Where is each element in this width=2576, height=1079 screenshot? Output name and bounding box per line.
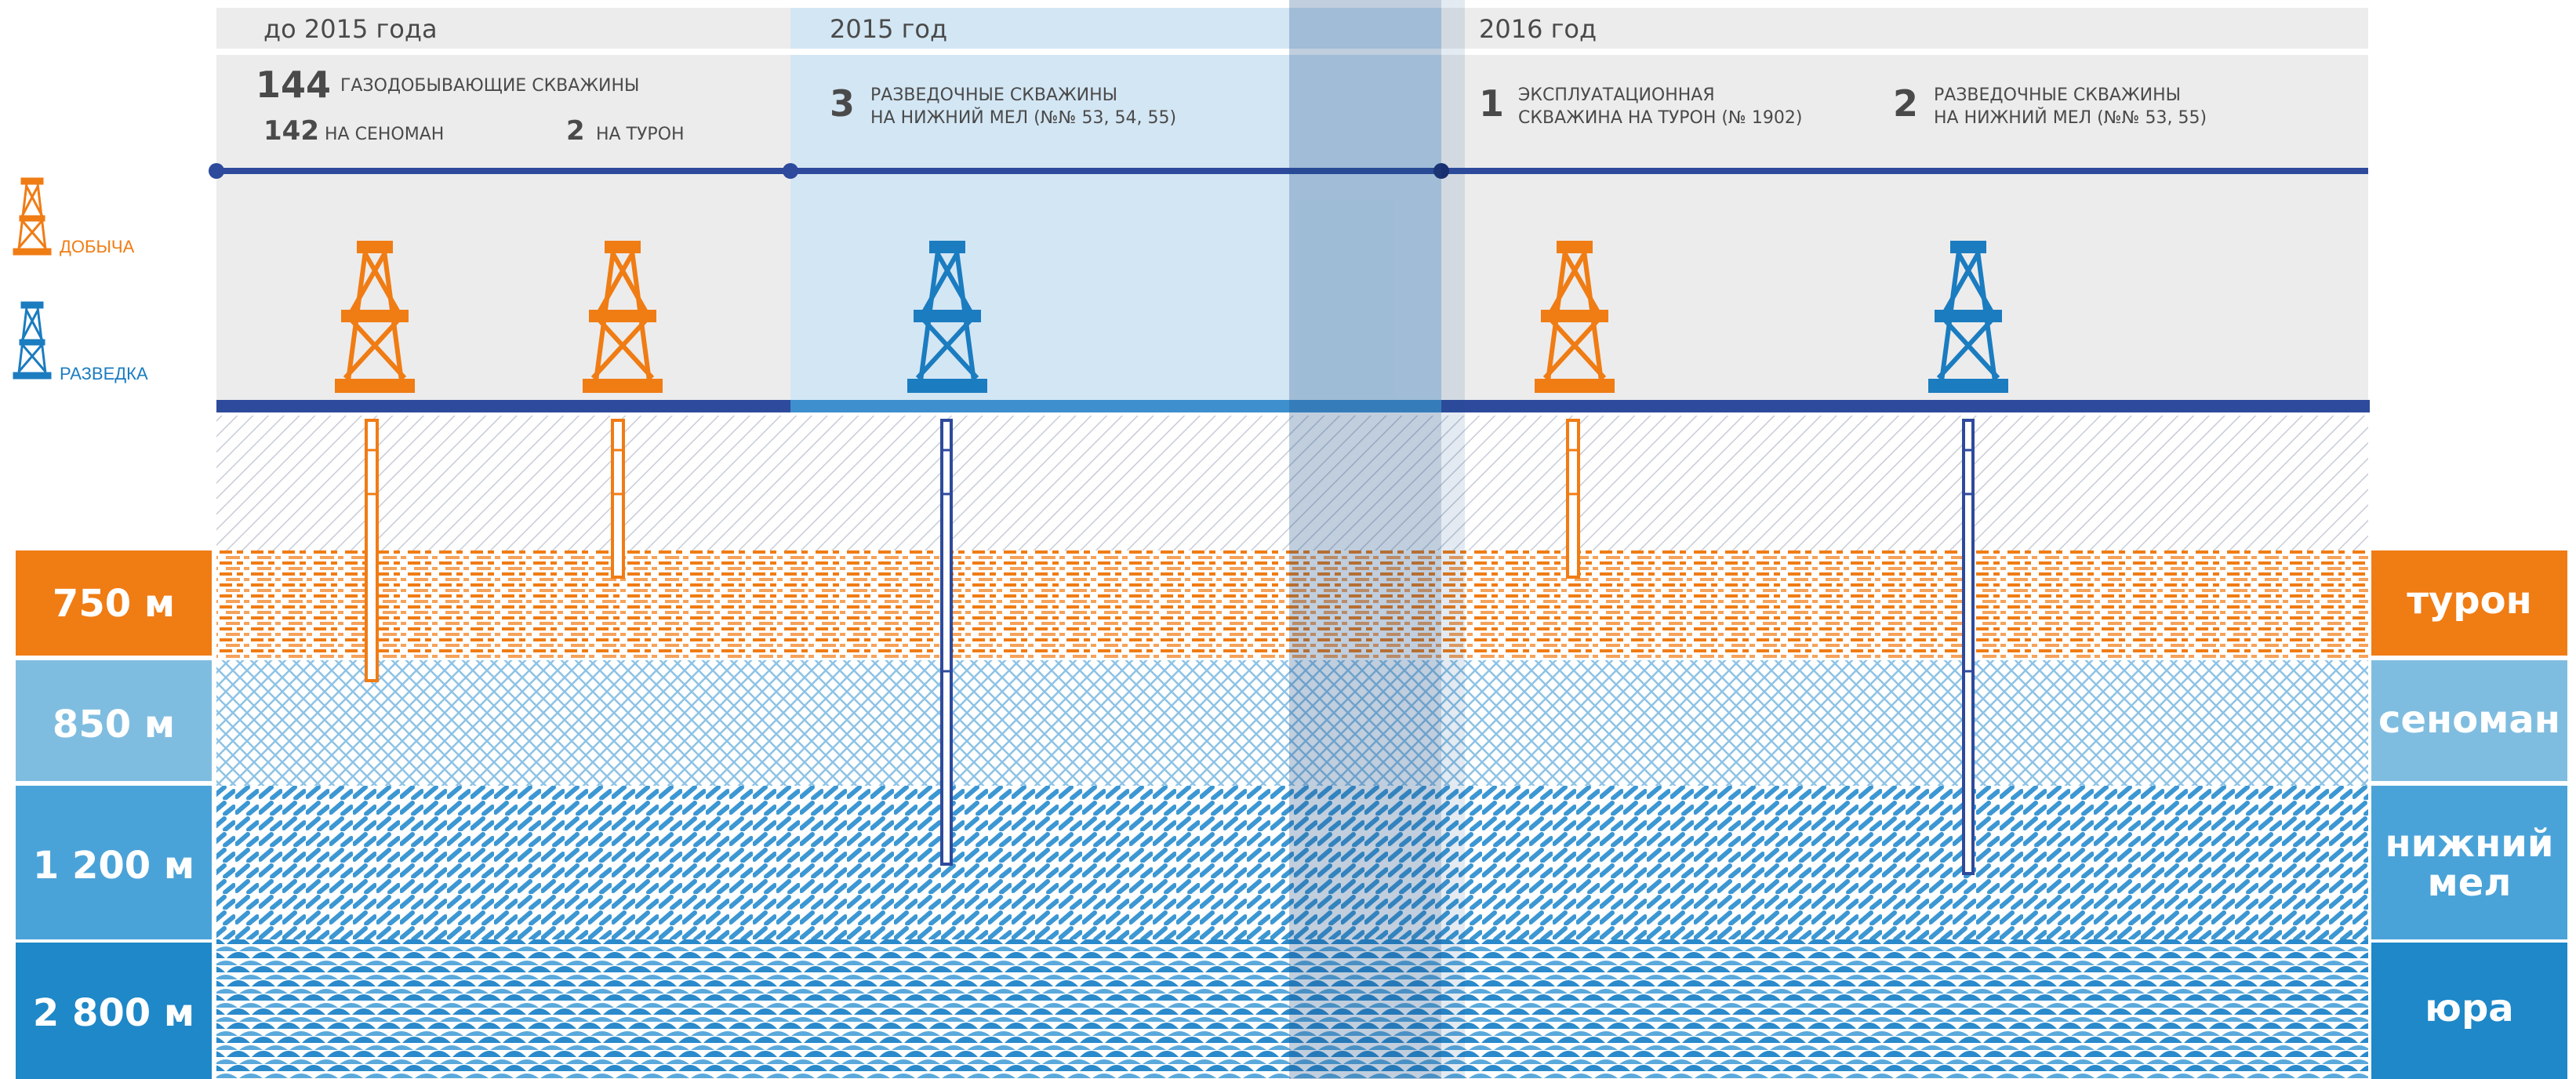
stat-cenoman-label: НА СЕНОМАН — [325, 125, 444, 144]
layer-name-box-cenoman — [2371, 660, 2567, 781]
period-label-2016: 2016 год — [1479, 14, 1597, 44]
stat-turon-num: 2 — [566, 115, 585, 147]
well-shaft — [1962, 419, 1975, 875]
header-panel-pre2015 — [216, 8, 790, 400]
depth-label-nizhny-mel: 1 200 м — [33, 844, 194, 888]
legend-exploration-rig-icon — [13, 301, 52, 380]
stat-2016b-num: 2 — [1893, 82, 1918, 125]
period-label-pre2015: до 2015 года — [263, 14, 438, 44]
legend-production-rig-icon — [13, 177, 52, 256]
timeline-dot-pre2015 — [209, 163, 224, 179]
layer-name-turon: турон — [2407, 579, 2532, 623]
period-label-2015: 2015 год — [830, 14, 947, 44]
depth-box-nizhny-mel — [16, 786, 212, 939]
well-3 — [907, 241, 987, 866]
well-2 — [583, 241, 663, 579]
depth-label-yura: 2 800 м — [33, 991, 194, 1035]
stat-2016a-line1: ЭКСПЛУАТАЦИОННАЯ — [1518, 85, 1715, 105]
layer-name-cenoman: сеноман — [2378, 698, 2560, 742]
legend-exploration-label: РАЗВЕДКА — [60, 364, 148, 383]
layer-name-box-yura — [2371, 943, 2567, 1079]
layer-name-box-nizhny-mel — [2371, 786, 2567, 939]
drilling-rig-icon — [583, 241, 663, 393]
well-shaft — [611, 419, 625, 579]
stat-2016a-line2: СКВАЖИНА НА ТУРОН (№ 1902) — [1518, 108, 1802, 128]
stat-turon-label: НА ТУРОН — [596, 125, 685, 144]
stat-total-label: ГАЗОДОБЫВАЮЩИЕ СКВАЖИНЫ — [340, 76, 639, 96]
stat-2015-line2: НА НИЖНИЙ МЕЛ (№№ 53, 54, 55) — [870, 107, 1176, 128]
depth-label-cenoman: 850 м — [53, 703, 175, 747]
well-1 — [335, 241, 415, 682]
well-5 — [1928, 241, 2008, 875]
legend: ДОБЫЧА РАЗВЕДКА — [13, 177, 148, 383]
depth-box-turon — [16, 550, 212, 656]
well-shaft — [1566, 419, 1580, 579]
layer-name-yura: юра — [2425, 986, 2513, 1030]
well-4 — [1535, 241, 1615, 579]
layer-turon — [216, 550, 2368, 660]
legend-production-label: ДОБЫЧА — [60, 237, 135, 256]
stat-2016a-num: 1 — [1479, 82, 1504, 125]
drilling-rig-icon — [335, 241, 415, 393]
timeline-dot-2016 — [1433, 163, 1449, 179]
layer-name-column: турон сеноман нижний мел юра — [2371, 550, 2567, 1079]
layer-nizhny-mel — [216, 786, 2368, 939]
depth-box-yura — [16, 943, 212, 1079]
depth-box-cenoman — [16, 660, 212, 781]
layer-name-nizhny-mel-2: мел — [2428, 861, 2512, 905]
timeline-dot-2015 — [783, 163, 798, 179]
stat-2016b-line2: НА НИЖНИЙ МЕЛ (№№ 53, 55) — [1934, 107, 2207, 128]
layer-name-box-turon — [2371, 550, 2567, 656]
stat-total-num: 144 — [256, 64, 331, 106]
depth-column: 750 м 850 м 1 200 м 2 800 м — [16, 550, 212, 1079]
depth-label-turon: 750 м — [53, 582, 175, 626]
stat-2015-line1: РАЗВЕДОЧНЫЕ СКВАЖИНЫ — [870, 85, 1117, 105]
highlight-band — [1289, 0, 1441, 1079]
stat-2015-num: 3 — [830, 82, 855, 125]
drilling-rig-icon — [1928, 241, 2008, 393]
stat-cenoman-num: 142 — [263, 115, 319, 147]
well-shaft — [940, 419, 953, 866]
layer-name-nizhny-mel-1: нижний — [2385, 822, 2554, 866]
drilling-rig-icon — [1535, 241, 1615, 393]
layer-top-soil — [216, 416, 2368, 550]
stat-2016b-line1: РАЗВЕДОЧНЫЕ СКВАЖИНЫ — [1934, 85, 2181, 105]
drilling-rig-icon — [907, 241, 987, 393]
layer-cenoman — [216, 660, 2368, 786]
header-panel-2015 — [790, 8, 1441, 400]
well-shaft — [365, 419, 379, 682]
